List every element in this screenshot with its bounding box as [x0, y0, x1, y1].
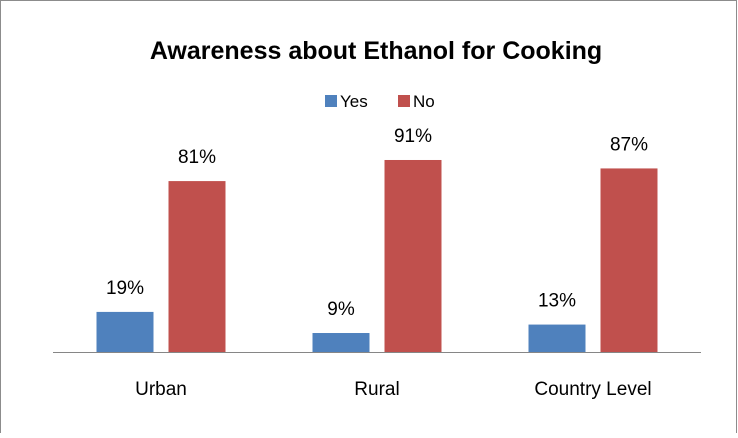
data-label-no-country-level: 87%	[610, 134, 648, 155]
value-labels-group: 19% 81% 9% 91% 13% 87%	[106, 126, 648, 320]
data-label-no-rural: 91%	[394, 126, 432, 147]
bar-yes-country-level	[528, 324, 586, 352]
bar-no-urban	[168, 181, 226, 352]
legend-swatch-yes	[325, 95, 337, 107]
bar-no-rural	[384, 159, 442, 352]
chart-title: Awareness about Ethanol for Cooking	[150, 37, 602, 65]
legend-label-yes: Yes	[340, 92, 368, 111]
legend-swatch-no	[398, 95, 410, 107]
category-label-urban: Urban	[135, 379, 187, 400]
data-label-no-urban: 81%	[178, 147, 216, 168]
bar-no-country-level	[600, 168, 658, 352]
category-label-rural: Rural	[354, 379, 399, 400]
bars-group	[96, 159, 658, 352]
data-label-yes-rural: 9%	[327, 299, 355, 320]
category-label-country-level: Country Level	[534, 379, 651, 400]
legend-label-no: No	[413, 92, 435, 111]
data-label-yes-country-level: 13%	[538, 291, 576, 312]
legend: Yes No	[325, 92, 435, 111]
data-label-yes-urban: 19%	[106, 278, 144, 299]
bar-yes-rural	[312, 333, 370, 352]
category-labels-group: Urban Rural Country Level	[135, 379, 651, 400]
bar-yes-urban	[96, 311, 154, 352]
